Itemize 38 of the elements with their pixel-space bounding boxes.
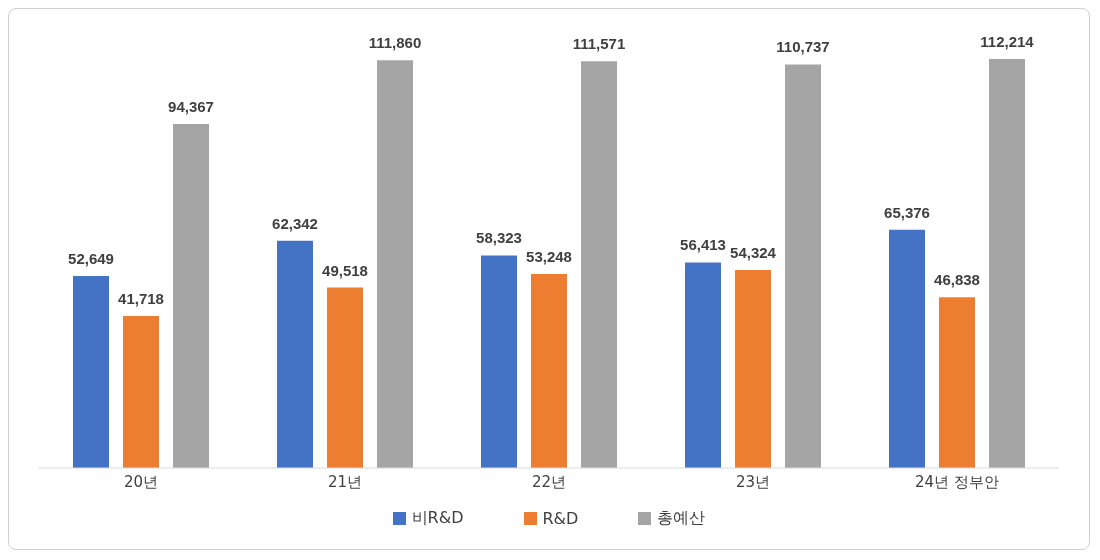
bar [989, 59, 1025, 468]
data-label: 41,718 [118, 289, 164, 307]
bar [685, 262, 721, 468]
data-label: 52,649 [68, 250, 114, 268]
data-label: 65,376 [884, 203, 930, 221]
data-label: 46,838 [934, 271, 980, 289]
legend-label: R&D [542, 509, 579, 528]
bar [73, 276, 109, 468]
bar [735, 270, 771, 468]
x-tick-label: 21년 [327, 472, 363, 491]
data-label: 111,860 [368, 34, 422, 52]
legend-label: 총예산 [657, 508, 706, 529]
x-tick-label: 23년 [735, 472, 771, 491]
data-label: 49,518 [322, 261, 368, 279]
x-tick-label: 24년 정부안 [915, 472, 999, 491]
bar [277, 240, 313, 468]
bar [785, 64, 821, 468]
bar [531, 273, 567, 468]
data-label: 62,342 [272, 214, 318, 232]
x-tick-label: 22년 [531, 472, 567, 491]
bar [173, 124, 209, 468]
data-label: 53,248 [526, 247, 572, 265]
bar [377, 60, 413, 468]
bar [581, 61, 617, 468]
data-label: 112,214 [980, 33, 1035, 50]
bar [481, 255, 517, 468]
data-label: 111,571 [572, 35, 626, 53]
data-label: 54,324 [730, 244, 777, 261]
bar [889, 229, 925, 468]
bar [123, 315, 159, 468]
data-label: 58,323 [476, 229, 522, 247]
legend-label: 비R&D [411, 508, 464, 529]
x-tick-label: 20년 [123, 472, 159, 491]
data-label: 56,413 [680, 236, 726, 254]
bar [327, 287, 363, 468]
data-label: 94,367 [168, 98, 214, 116]
bar [939, 297, 975, 468]
data-label: 110,737 [776, 38, 830, 56]
